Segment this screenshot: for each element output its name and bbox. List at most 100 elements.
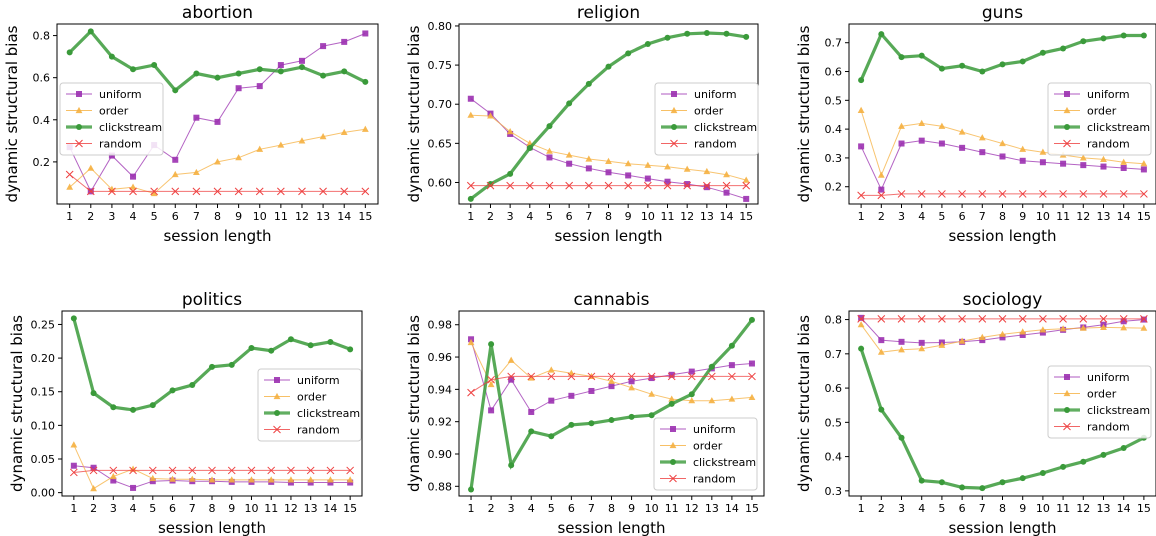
data-point-clickstream [1120, 32, 1127, 39]
data-point-random [148, 466, 157, 475]
data-point-uniform [277, 62, 284, 69]
data-point-order [857, 106, 865, 113]
data-point-uniform [172, 156, 179, 163]
y-tick-label: 0.25 [31, 318, 56, 331]
legend-marker-random [669, 474, 677, 483]
data-point-uniform [1039, 329, 1046, 336]
legend-marker-order [1063, 389, 1071, 397]
data-point-random [326, 466, 335, 475]
data-point-uniform [256, 83, 263, 90]
data-point-clickstream [548, 433, 555, 440]
y-tick-label: 0.7 [825, 37, 843, 50]
x-tick-label: 15 [343, 502, 357, 515]
data-point-random [565, 181, 574, 190]
data-point-random [306, 466, 315, 475]
legend: uniform order clickstream random [654, 82, 759, 156]
data-point-order [708, 397, 716, 404]
x-tick-label: 11 [274, 210, 288, 223]
data-point-order [298, 137, 306, 144]
y-tick-label: 0.2 [825, 181, 843, 194]
legend: uniform order clickstream random [1047, 365, 1152, 439]
x-tick-label: 1 [70, 502, 77, 515]
y-tick-label: 0.90 [428, 448, 453, 461]
data-point-clickstream [1140, 32, 1147, 39]
data-point-uniform [307, 479, 314, 486]
data-point-order [608, 377, 615, 384]
data-point-random [340, 187, 349, 196]
data-point-order [487, 380, 495, 388]
data-point-uniform [110, 477, 117, 484]
data-point-random [643, 181, 652, 190]
y-tick-label: 0.05 [31, 453, 56, 466]
x-tick-label: 10 [645, 502, 659, 515]
data-point-order [287, 476, 295, 483]
x-tick-label: 13 [1096, 502, 1110, 515]
series-random [466, 181, 751, 190]
x-tick-label: 9 [235, 210, 242, 223]
x-tick-label: 5 [548, 502, 555, 515]
x-tick-label: 1 [468, 502, 475, 515]
data-point-clickstream [628, 413, 635, 420]
data-point-uniform [566, 160, 573, 167]
data-point-order [467, 111, 475, 118]
data-point-random [213, 187, 222, 196]
data-point-order [487, 112, 494, 119]
data-point-random [319, 187, 327, 196]
data-point-random [938, 190, 946, 198]
data-point-clickstream [723, 30, 730, 37]
y-tick-label: 0.4 [825, 123, 843, 136]
legend-label-clickstream: clickstream [99, 121, 162, 134]
legend-marker-order [670, 106, 678, 114]
data-point-uniform [878, 186, 885, 193]
data-point-random [109, 466, 118, 475]
x-tick-label: 10 [1036, 210, 1050, 223]
x-tick-label: 5 [546, 210, 553, 223]
x-tick-label: 15 [1137, 210, 1151, 223]
data-point-uniform [548, 397, 555, 404]
data-point-clickstream [528, 428, 535, 435]
x-tick-label: 3 [108, 210, 115, 223]
data-point-order [877, 171, 885, 178]
legend-box [653, 417, 758, 491]
data-point-random [1119, 190, 1128, 198]
y-axis-label: dynamic structural bias [3, 25, 21, 202]
data-point-clickstream [858, 345, 865, 352]
data-point-random [466, 181, 475, 190]
series-clickstream [70, 315, 354, 413]
legend-label-uniform: uniform [297, 374, 340, 387]
data-point-order [192, 168, 200, 176]
data-point-uniform [1039, 159, 1046, 166]
data-point-uniform [546, 154, 553, 161]
series-line-clickstream [68, 29, 367, 93]
series-uniform [467, 95, 750, 202]
data-point-clickstream [688, 391, 695, 398]
legend-label-order: order [99, 105, 129, 118]
data-point-clickstream [130, 406, 137, 413]
data-point-random [506, 181, 514, 190]
data-point-uniform [149, 478, 156, 485]
data-point-clickstream [684, 30, 691, 37]
data-point-order [898, 346, 905, 353]
data-point-random [65, 170, 74, 179]
data-point-order [346, 476, 354, 483]
x-tick-label: 8 [605, 210, 612, 223]
data-point-random [607, 372, 616, 381]
legend-marker-clickstream [274, 410, 280, 416]
data-point-clickstream [1039, 49, 1046, 56]
data-point-order [628, 384, 635, 391]
x-tick-label: 7 [979, 210, 986, 223]
data-point-random [467, 388, 475, 397]
data-point-random [547, 372, 556, 381]
x-tick-label: 7 [588, 502, 595, 515]
y-tick-label: 0.92 [428, 416, 453, 429]
data-point-order [624, 160, 632, 167]
legend-marker-clickstream [76, 124, 82, 130]
legend-label-order: order [1087, 388, 1117, 401]
data-point-clickstream [467, 195, 474, 202]
legend-marker-uniform [670, 426, 676, 432]
data-point-uniform [858, 143, 865, 150]
legend: uniform order clickstream random [59, 82, 164, 156]
chart-title: abortion [182, 3, 253, 23]
legend-marker-order [273, 392, 281, 400]
x-tick-label: 13 [1096, 210, 1110, 223]
